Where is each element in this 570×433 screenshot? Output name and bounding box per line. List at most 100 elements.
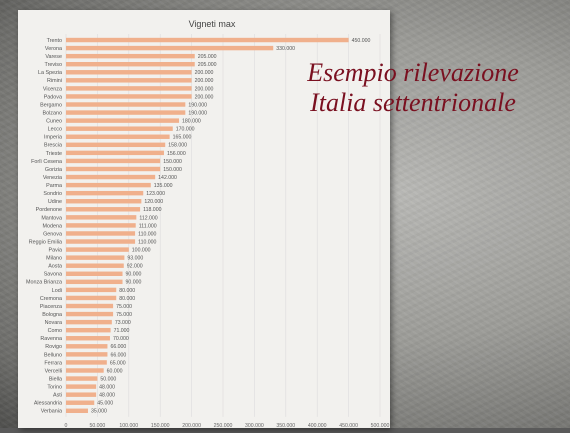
category-label: Torino [47,385,62,391]
category-label: Imperia [44,135,62,141]
data-label: 93.000 [127,256,143,262]
bar [66,61,195,67]
category-label: Cremona [40,296,62,302]
bar [66,352,108,357]
x-tick-label: 200.000 [182,423,201,428]
bar [66,37,349,43]
bar [66,126,173,131]
data-label: 65.000 [110,360,126,366]
data-label: 48.000 [99,393,115,399]
x-tick-label: 400.000 [308,423,327,428]
category-label: Verbania [41,409,62,415]
bar [66,102,186,107]
bar [66,327,111,333]
category-label: Lecco [48,127,62,133]
data-label: 200.000 [195,94,214,100]
category-label: Bolzano [43,110,62,116]
data-label: 205.000 [198,62,217,68]
bar [66,45,274,51]
category-label: Piacenza [40,304,62,310]
category-label: Rovigo [45,344,62,350]
x-tick-label: 450.000 [339,423,358,428]
category-label: Ravenna [40,336,62,342]
data-label: 100.000 [132,247,151,253]
category-label: La Spezia [38,70,62,76]
data-label: 66.000 [110,352,126,358]
bar [66,344,108,349]
bar [66,142,166,148]
bar [66,215,137,220]
bar [66,311,114,317]
category-label: Gorizia [45,167,62,173]
category-label: Aosta [48,264,62,270]
data-label: 200.000 [195,70,214,76]
category-label: Vercelli [45,368,62,374]
data-label: 73.000 [115,320,131,326]
x-tick-label: 350.000 [276,423,295,428]
bar [66,271,123,276]
bar [66,295,117,301]
bar [66,182,151,188]
chart-bars [66,37,349,414]
data-label: 75.000 [116,304,132,310]
data-label: 200.000 [195,86,214,92]
category-label: Novara [45,320,62,326]
category-label: Pavia [49,247,63,253]
headline-line-1: Esempio rilevazione [307,58,519,87]
data-label: 450.000 [352,38,371,44]
data-label: 120.000 [144,199,163,205]
category-label: Genova [43,231,62,237]
data-label: 165.000 [173,135,192,141]
category-label: Venezia [43,175,62,181]
data-label: 75.000 [116,312,132,318]
data-label: 170.000 [176,127,195,133]
data-label: 112.000 [139,215,157,221]
data-label: 35.000 [91,409,107,415]
data-label: 80.000 [119,296,135,302]
bar [66,199,142,204]
data-label: 200.000 [195,78,214,84]
category-label: Bologna [42,312,62,318]
category-label: Sondrio [43,191,62,197]
data-label: 92.000 [127,264,143,270]
category-label: Brescia [44,143,62,149]
category-label: Vicenza [43,86,62,92]
category-label: Udine [48,199,62,205]
bar [66,78,192,83]
bar [66,86,192,91]
bar [66,166,161,172]
x-tick-label: 100.000 [119,423,138,428]
category-label: Savona [44,272,62,278]
category-label: Trento [47,38,62,44]
data-label: 110.000 [138,239,156,245]
data-label: 70.000 [113,336,129,342]
category-label: Alessandria [34,401,62,407]
data-label: 50.000 [100,376,116,382]
chart-title: Vigneti max [189,19,236,29]
category-label: Trieste [46,151,62,157]
x-tick-label: 500.000 [371,423,390,428]
bar [66,231,136,236]
data-label: 111.000 [139,223,157,229]
bar [66,287,117,293]
bar [66,360,107,365]
data-label: 80.000 [119,288,135,294]
bar [66,207,141,212]
value-labels: 450.000 330.000 205.000 205.000 200.000 200.0… [91,38,370,415]
data-label: 135.000 [154,183,173,189]
data-label: 90.000 [126,272,142,278]
bar [66,400,95,405]
category-label: Rimini [47,78,62,84]
data-label: 150.000 [163,167,182,173]
bar [66,53,195,59]
bar [66,190,144,196]
headline-line-2: Italia settentrionale [310,88,516,117]
bar [66,368,104,373]
category-label: Padova [44,94,62,100]
bar [66,223,136,228]
bar [66,384,97,389]
bar [66,118,180,123]
bar [66,336,110,341]
category-label: Varese [45,54,62,60]
data-label: 45.000 [97,401,113,407]
